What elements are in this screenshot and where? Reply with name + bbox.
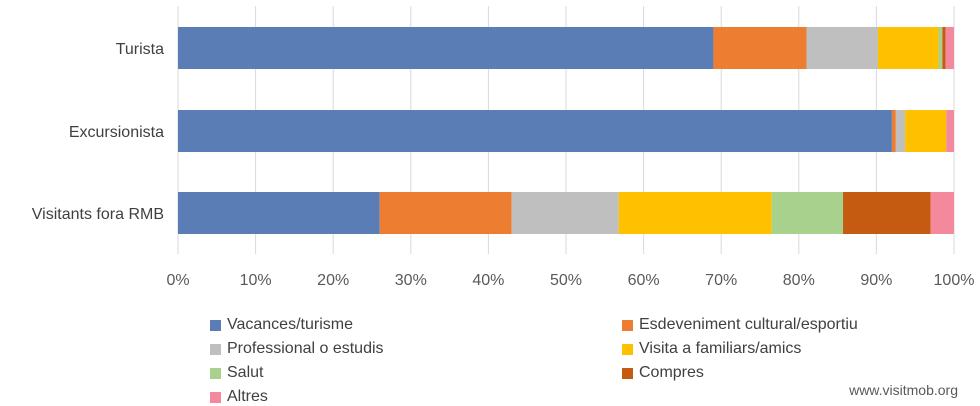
category-labels: Turista Excursionista Visitants fora RMB — [32, 41, 164, 223]
legend-label: Visita a familiars/amics — [639, 340, 802, 357]
bar-segment — [895, 110, 906, 152]
bar-segment — [891, 110, 896, 152]
bar-segment — [511, 192, 619, 234]
bars — [178, 27, 954, 234]
x-tick-label: 40% — [472, 272, 504, 289]
category-label: Visitants fora RMB — [32, 206, 164, 223]
bar-segment — [771, 192, 844, 234]
legend-item: Altres — [210, 388, 268, 406]
x-tick-label: 30% — [395, 272, 427, 289]
legend-swatch — [210, 367, 221, 379]
legend-label: Compres — [639, 364, 704, 381]
legend-label: Salut — [227, 364, 264, 381]
bar-segment — [618, 192, 772, 234]
bar-segment — [938, 27, 943, 69]
legend-item: Salut — [210, 364, 263, 382]
legend-item: Esdeveniment cultural/esportiu — [622, 316, 858, 334]
legend-item: Compres — [622, 364, 704, 382]
bar-segment — [178, 27, 714, 69]
bar-segment — [930, 192, 954, 234]
legend-swatch — [210, 391, 221, 403]
x-tick-labels: 0% 10% 20% 30% 40% 50% 60% 70% 80% 90% 100% — [166, 272, 974, 289]
legend-item: Professional o estudis — [210, 340, 384, 358]
legend-label: Professional o estudis — [227, 340, 384, 357]
x-tick-label: 50% — [550, 272, 582, 289]
bar-segment — [877, 27, 939, 69]
bar-segment — [905, 110, 947, 152]
bar-segment — [942, 27, 946, 69]
bar-segment — [806, 27, 878, 69]
watermark: www.visitmob.org — [849, 382, 958, 398]
stacked-bar-chart: Turista Excursionista Visitants fora RMB 0… — [32, 6, 974, 289]
category-label: Excursionista — [69, 124, 164, 141]
bar-segment — [713, 27, 807, 69]
bar-segment — [379, 192, 512, 234]
legend-swatch — [210, 319, 221, 331]
legend-swatch — [622, 319, 633, 331]
legend-label: Vacances/turisme — [227, 316, 353, 333]
legend-swatch — [622, 367, 633, 379]
x-tick-label: 70% — [705, 272, 737, 289]
legend-item: Vacances/turisme — [210, 316, 353, 334]
legend-label: Esdeveniment cultural/esportiu — [639, 316, 858, 333]
legend-swatch — [622, 343, 633, 355]
x-tick-label: 90% — [860, 272, 892, 289]
x-tick-label: 20% — [317, 272, 349, 289]
bar-segment — [843, 192, 931, 234]
x-tick-label: 10% — [240, 272, 272, 289]
bar-segment — [946, 110, 954, 152]
x-tick-label: 60% — [628, 272, 660, 289]
x-tick-label: 80% — [783, 272, 815, 289]
bar-segment — [945, 27, 954, 69]
bar-segment — [178, 110, 892, 152]
x-tick-label: 0% — [166, 272, 189, 289]
x-tick-label: 100% — [934, 272, 975, 289]
legend-item: Visita a familiars/amics — [622, 340, 801, 358]
bar-segment — [178, 192, 380, 234]
legend-swatch — [210, 343, 221, 355]
legend-label: Altres — [227, 388, 268, 405]
category-label: Turista — [116, 41, 164, 58]
